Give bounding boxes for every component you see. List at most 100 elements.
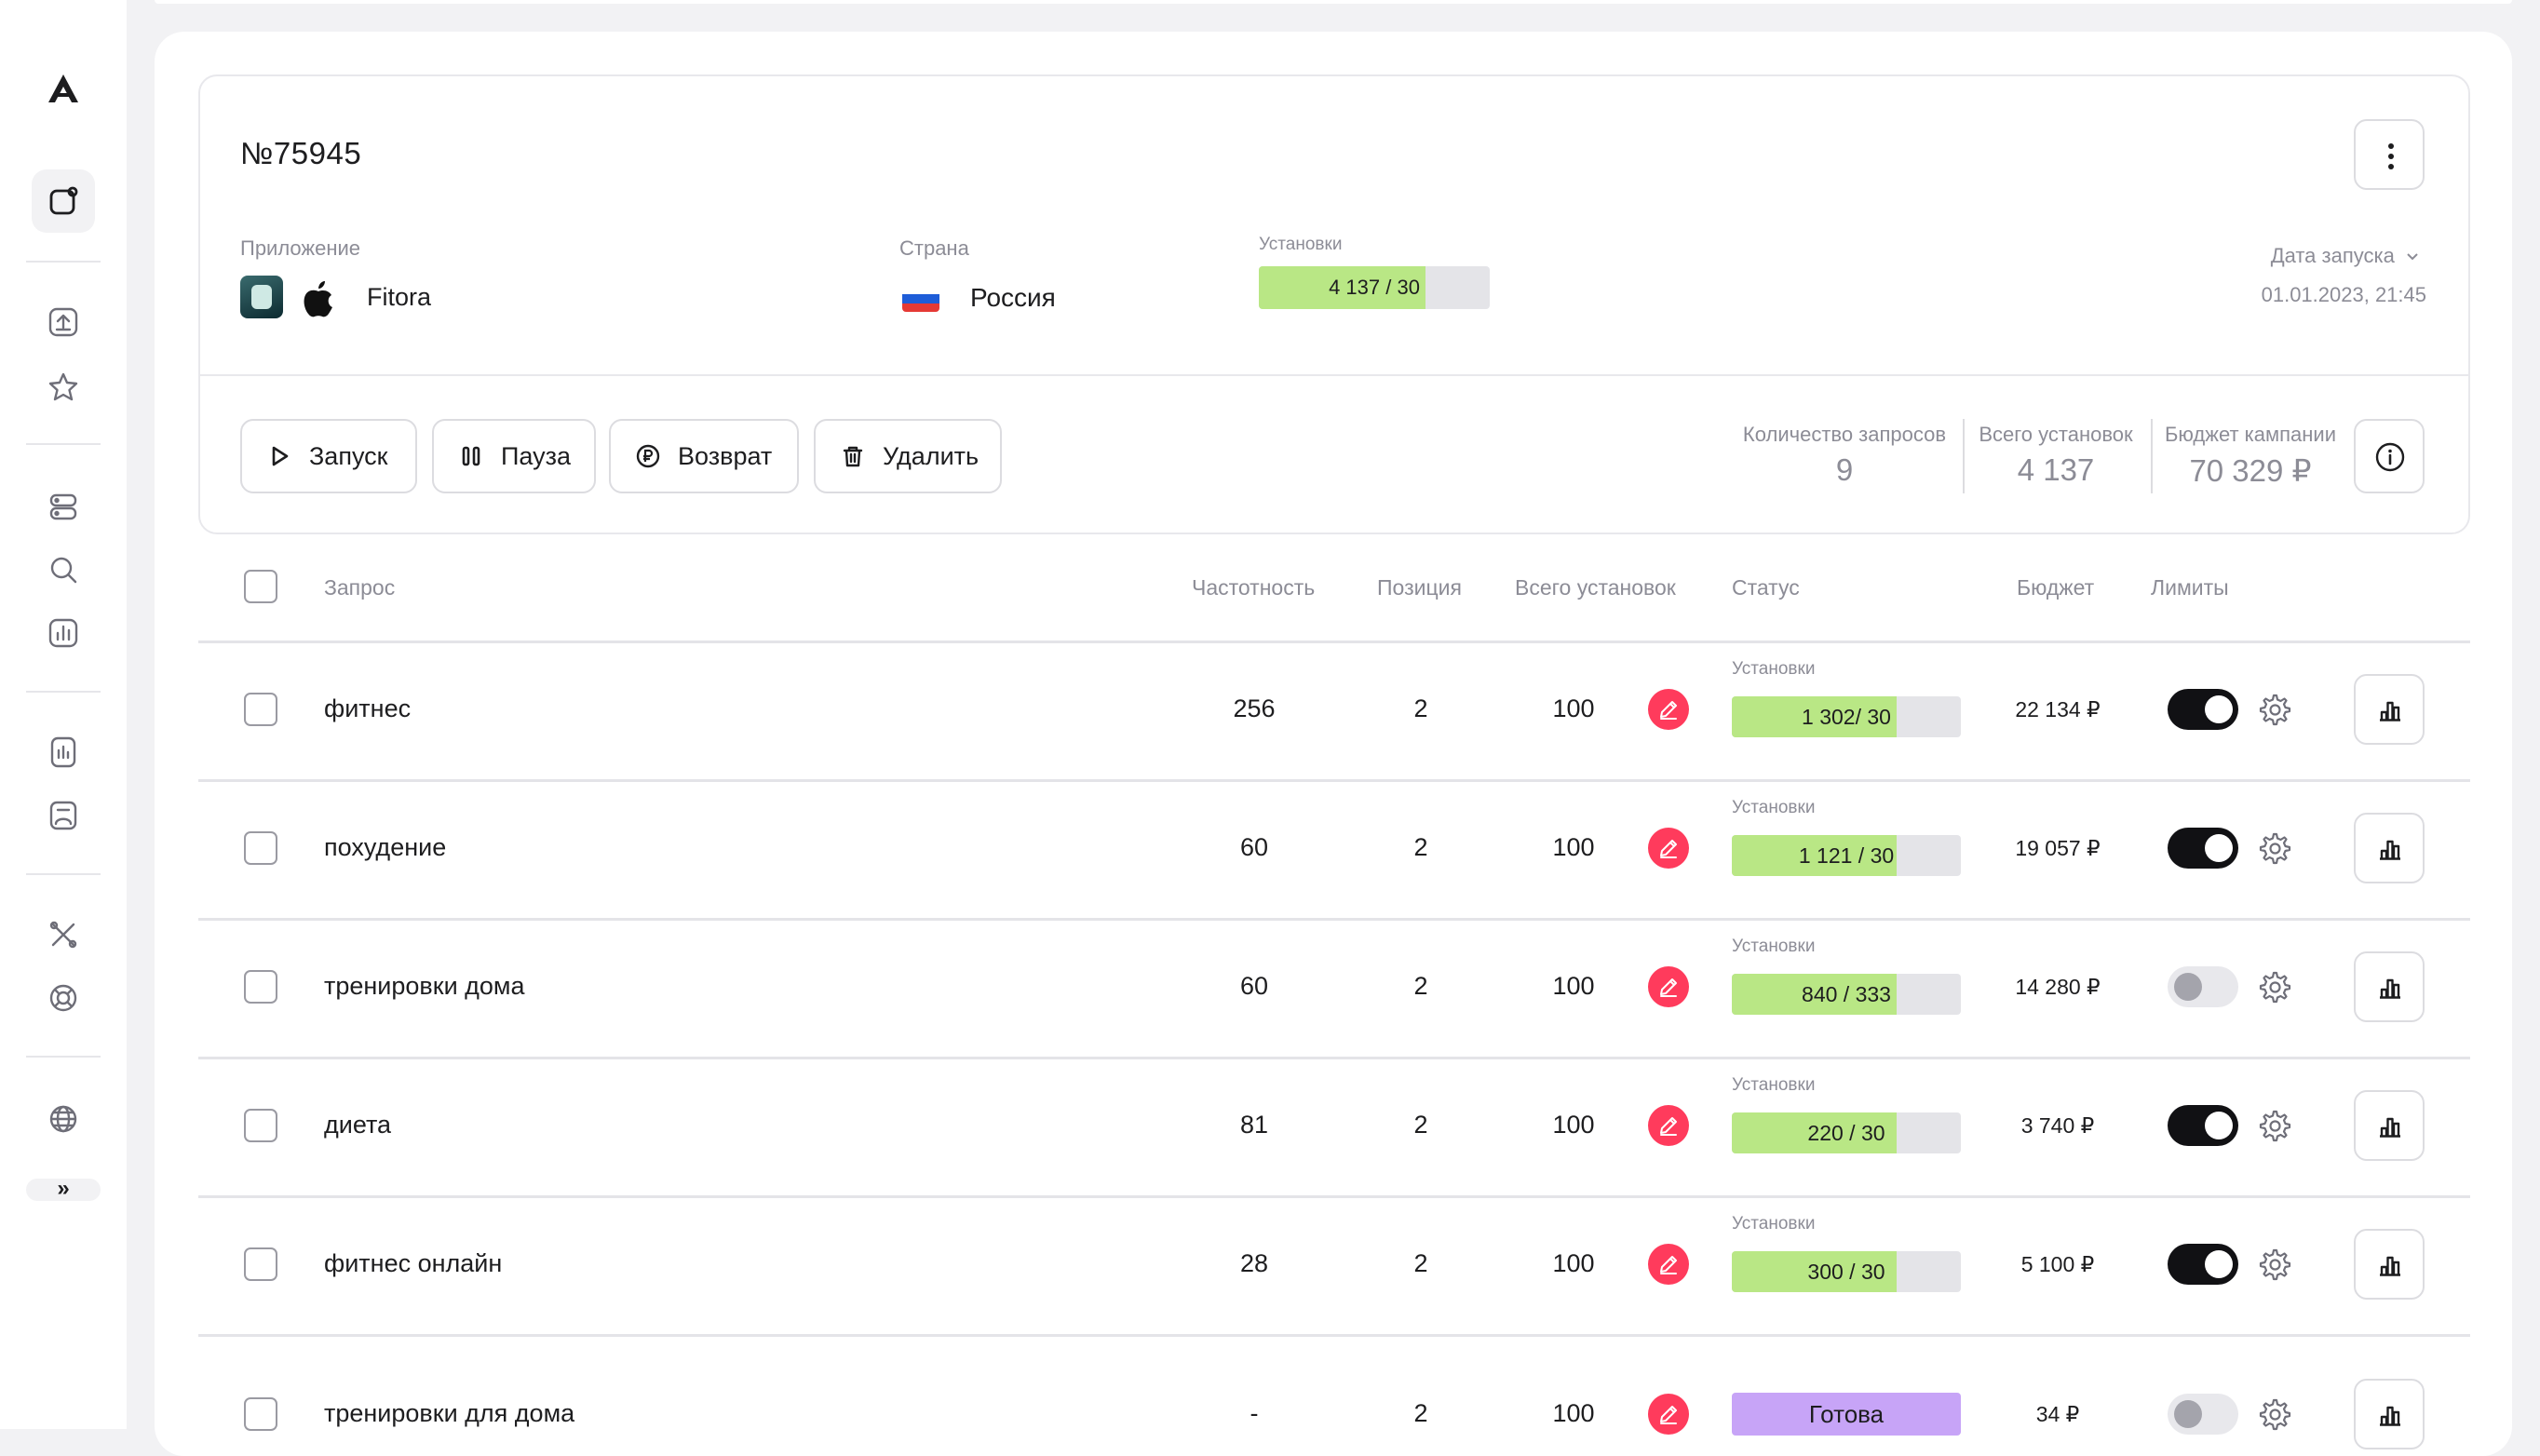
edit-button[interactable]: [1648, 689, 1689, 730]
row-stats-button[interactable]: [2354, 1229, 2425, 1300]
status-progress: 840 / 333: [1732, 974, 1961, 1015]
apple-icon: [304, 281, 332, 317]
installs-cell: 100: [1552, 972, 1595, 1000]
installs-cell: 100: [1552, 1111, 1595, 1139]
phone-stats-icon[interactable]: [45, 734, 82, 771]
country-name: Россия: [970, 283, 1056, 312]
row-stats-button[interactable]: [2354, 1090, 2425, 1161]
status-progress-fill: [1732, 696, 1898, 737]
column-header-installs[interactable]: Всего установок: [1515, 575, 1676, 600]
gear-icon[interactable]: [2255, 829, 2292, 867]
limit-toggle[interactable]: [2168, 966, 2238, 1007]
row-checkbox[interactable]: [244, 1397, 277, 1431]
sidebar-divider: [26, 873, 101, 875]
pause-button[interactable]: Пауза: [432, 419, 596, 493]
row-divider: [198, 779, 2470, 782]
logo-icon[interactable]: [43, 69, 84, 110]
star-icon[interactable]: [45, 369, 82, 406]
column-header-budget[interactable]: Бюджет: [2017, 575, 2095, 600]
row-checkbox[interactable]: [244, 693, 277, 726]
bar-chart-icon: [2380, 1406, 2400, 1426]
pencil-icon: [1660, 840, 1677, 858]
row-stats-button[interactable]: [2354, 951, 2425, 1022]
budget-cell: 19 057 ₽: [2015, 836, 2101, 860]
row-divider: [198, 640, 2470, 643]
sidebar-divider: [26, 1056, 101, 1058]
app-icon: [240, 276, 283, 318]
installs-cell: 100: [1552, 694, 1595, 722]
requests-stat-value: 9: [1835, 452, 1854, 487]
row-stats-button[interactable]: [2354, 674, 2425, 745]
refund-button[interactable]: Возврат: [609, 419, 799, 493]
column-header-frequency[interactable]: Частотность: [1192, 575, 1316, 600]
delete-button[interactable]: Удалить: [814, 419, 1002, 493]
status-progress-fill: [1732, 1251, 1898, 1292]
info-button[interactable]: [2354, 419, 2425, 493]
upload-icon[interactable]: [45, 303, 82, 341]
installs-label: Установки: [1259, 235, 1343, 254]
row-checkbox[interactable]: [244, 1247, 277, 1281]
bar-chart-icon: [2380, 1256, 2400, 1276]
limit-toggle[interactable]: [2168, 1394, 2238, 1435]
globe-icon[interactable]: [45, 1100, 82, 1138]
row-checkbox[interactable]: [244, 1109, 277, 1142]
server-icon[interactable]: [45, 488, 82, 525]
edit-button[interactable]: [1648, 828, 1689, 869]
column-header-position[interactable]: Позиция: [1377, 575, 1462, 600]
column-header-query[interactable]: Запрос: [324, 575, 396, 600]
search-icon[interactable]: [45, 551, 82, 588]
budget-stat-value: 70 329 ₽: [2189, 453, 2312, 488]
support-icon[interactable]: [45, 979, 82, 1017]
query-cell: фитнес: [324, 694, 412, 722]
row-checkbox[interactable]: [244, 970, 277, 1004]
row-stats-button[interactable]: [2354, 813, 2425, 883]
gear-icon[interactable]: [2255, 1246, 2292, 1283]
store-icon[interactable]: [45, 797, 82, 834]
sidebar-expand-button[interactable]: »: [26, 1178, 101, 1201]
pencil-icon: [1660, 1256, 1677, 1274]
status-progress-fill: [1732, 974, 1898, 1015]
limit-toggle[interactable]: [2168, 828, 2238, 869]
app-window-icon[interactable]: [45, 182, 82, 220]
status-label: Установки: [1732, 1075, 1816, 1095]
frequency-cell: -: [1250, 1399, 1259, 1427]
select-all-checkbox[interactable]: [244, 570, 277, 603]
chevron-down-icon: [2407, 253, 2418, 261]
bar-chart-icon: [2380, 978, 2400, 999]
status-progress: 220 / 30: [1732, 1112, 1961, 1153]
row-checkbox[interactable]: [244, 831, 277, 865]
gear-icon[interactable]: [2255, 1107, 2292, 1144]
gear-icon[interactable]: [2255, 1395, 2292, 1433]
row-divider: [198, 918, 2470, 921]
column-header-status[interactable]: Статус: [1732, 575, 1800, 600]
frequency-cell: 81: [1239, 1111, 1269, 1139]
status-progress: 1 121 / 30: [1732, 835, 1961, 876]
trash-icon: [843, 446, 863, 467]
delete-button-label: Удалить: [883, 442, 980, 470]
kebab-dot: [2388, 164, 2394, 169]
edit-button[interactable]: [1648, 1394, 1689, 1435]
column-header-limits[interactable]: Лимиты: [2151, 575, 2229, 600]
row-stats-button[interactable]: [2354, 1379, 2425, 1449]
edit-button[interactable]: [1648, 1105, 1689, 1146]
budget-cell: 3 740 ₽: [2020, 1113, 2095, 1138]
refund-button-label: Возврат: [678, 442, 773, 470]
edit-button[interactable]: [1648, 1244, 1689, 1285]
status-label: Установки: [1732, 1214, 1816, 1234]
launch-button[interactable]: Запуск: [240, 419, 417, 493]
launch-date-sort[interactable]: Дата запуска: [2271, 244, 2419, 268]
bar-chart-icon: [2380, 840, 2400, 860]
limit-toggle[interactable]: [2168, 1105, 2238, 1146]
sidebar-divider: [26, 443, 101, 445]
chart-icon[interactable]: [45, 614, 82, 652]
more-options-button[interactable]: [2354, 119, 2425, 190]
launch-date-value: 01.01.2023, 21:45: [2261, 283, 2426, 306]
tools-icon[interactable]: [45, 916, 82, 953]
gear-icon[interactable]: [2255, 691, 2292, 728]
pause-icon: [462, 446, 480, 466]
position-cell: 2: [1413, 972, 1428, 1000]
edit-button[interactable]: [1648, 966, 1689, 1007]
limit-toggle[interactable]: [2168, 1244, 2238, 1285]
limit-toggle[interactable]: [2168, 689, 2238, 730]
gear-icon[interactable]: [2255, 968, 2292, 1005]
